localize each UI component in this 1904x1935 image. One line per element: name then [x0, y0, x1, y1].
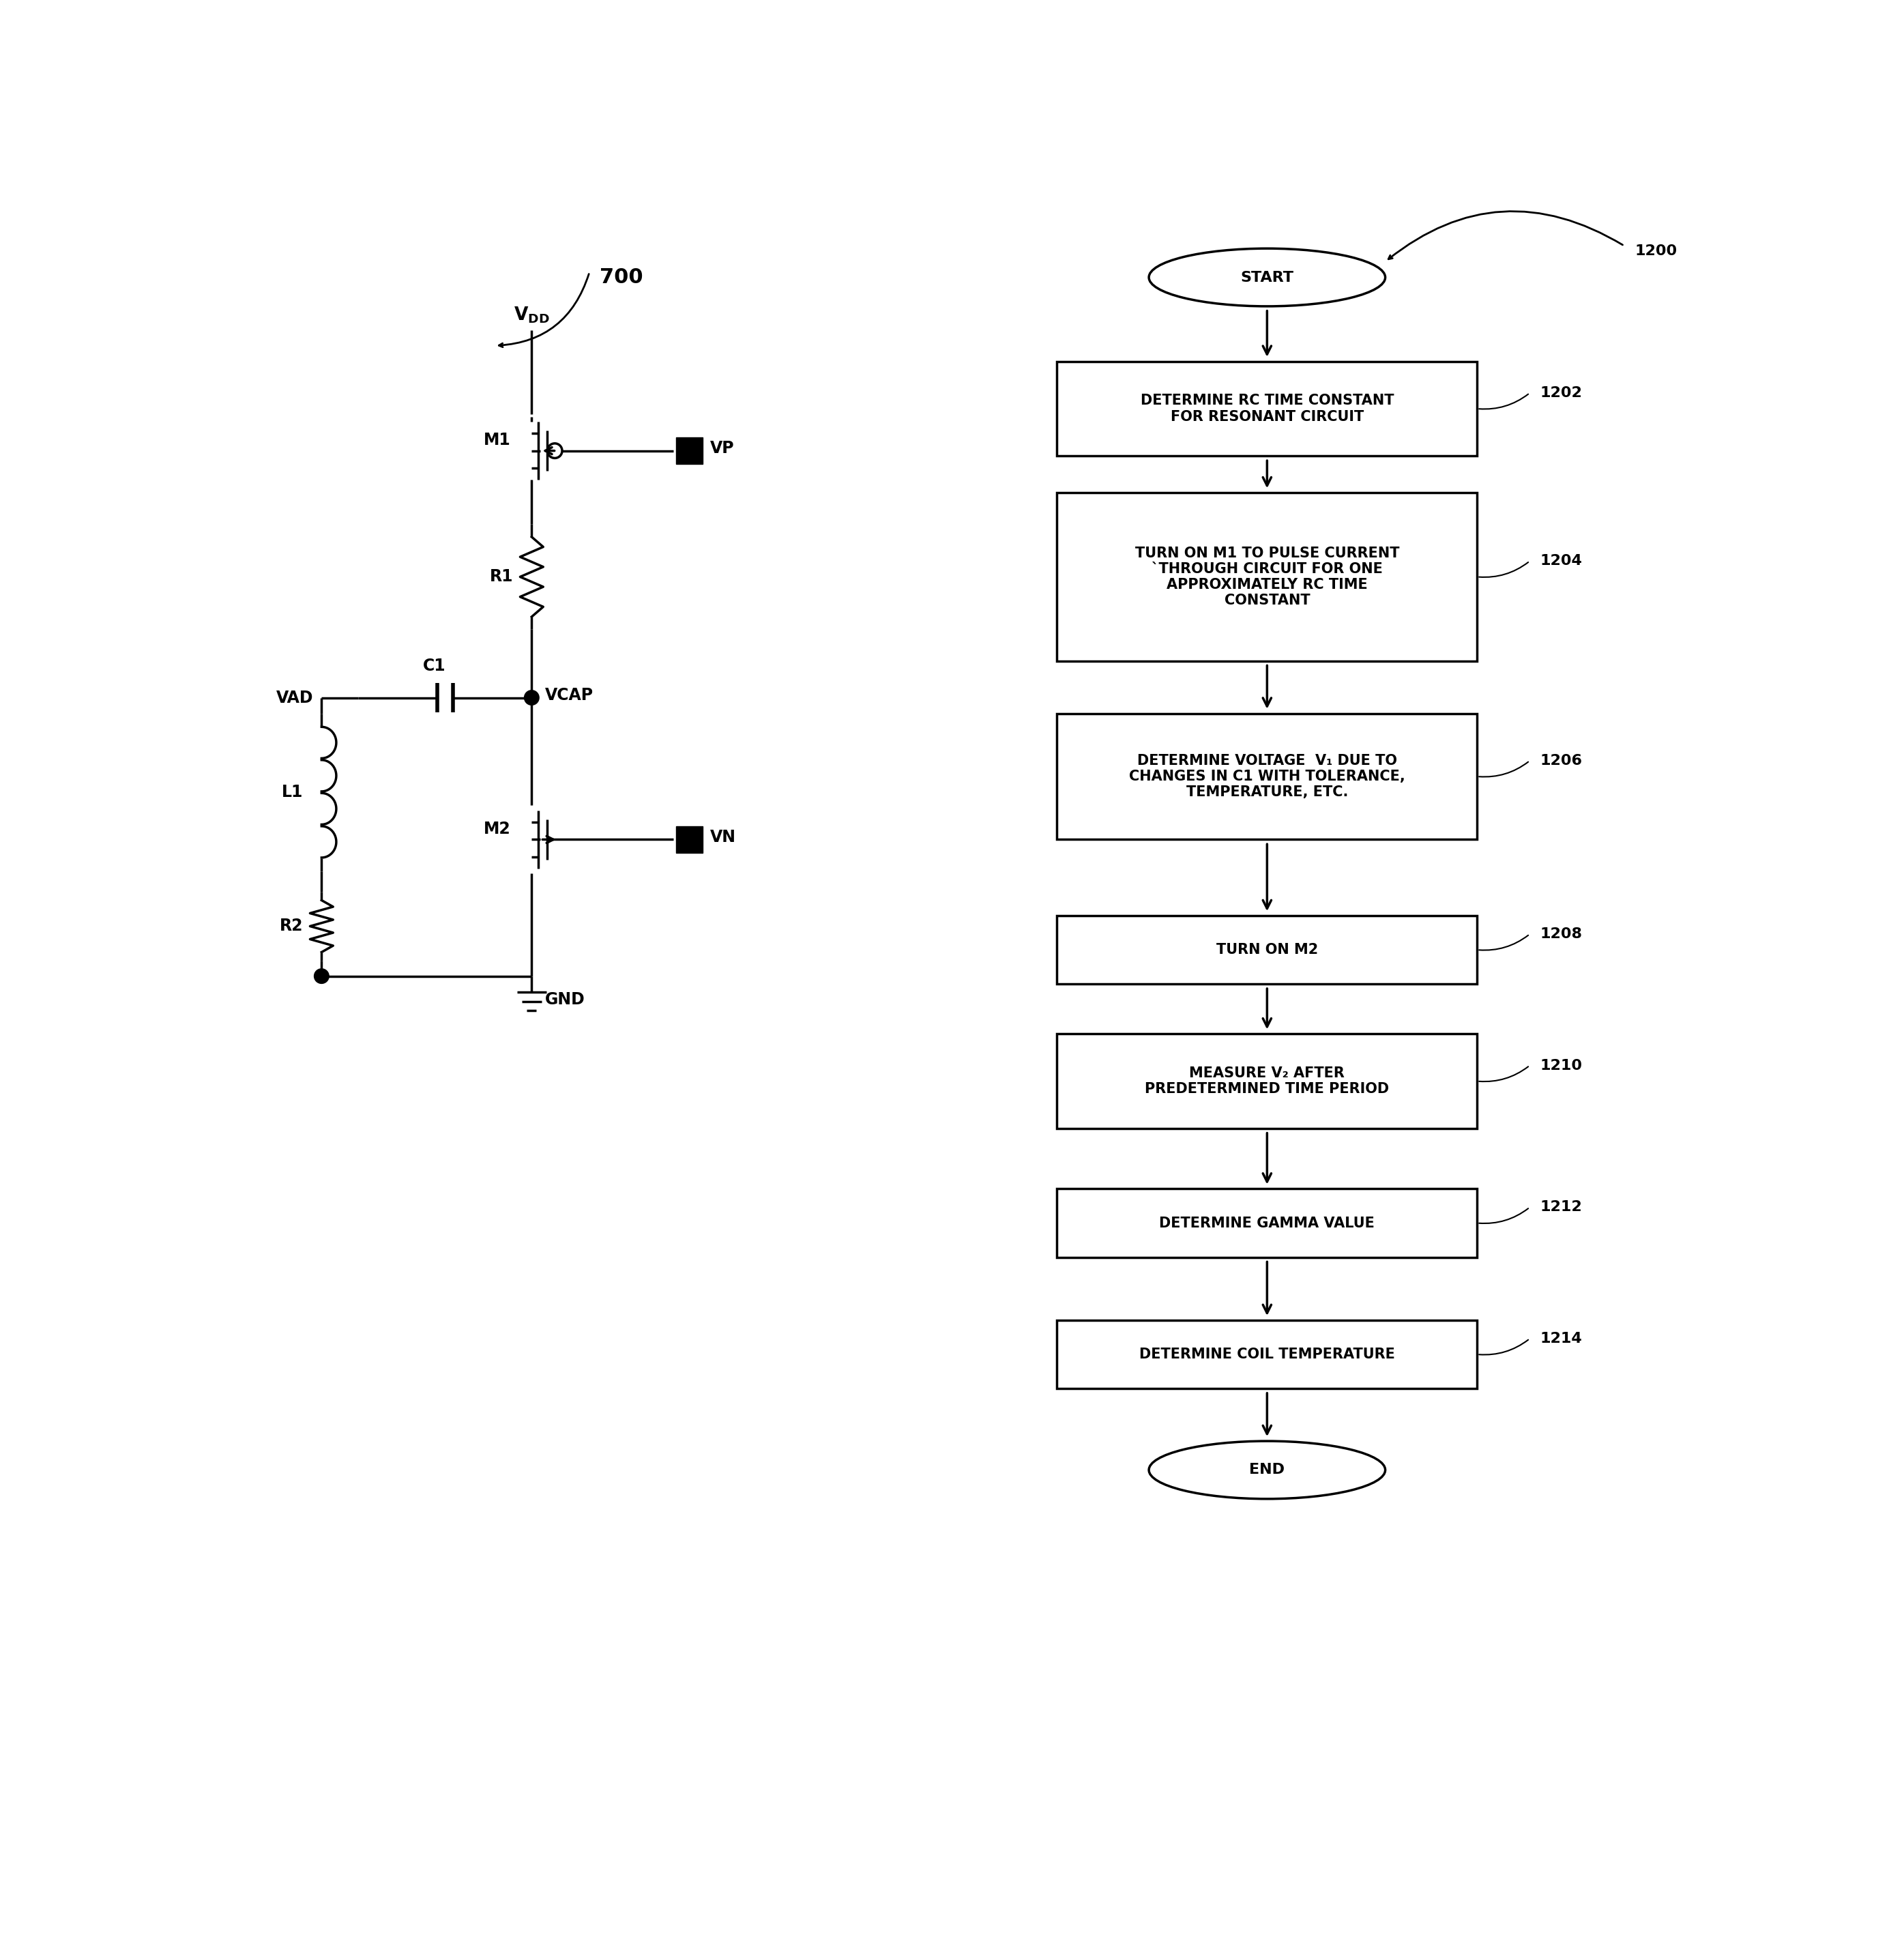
Bar	[1057, 493, 1478, 662]
Bar	[1057, 362, 1478, 457]
Bar	[676, 826, 703, 853]
Bar	[1057, 1033, 1478, 1128]
Text: TURN ON M1 TO PULSE CURRENT
`THROUGH CIRCUIT FOR ONE
APPROXIMATELY RC TIME
CONST: TURN ON M1 TO PULSE CURRENT `THROUGH CIR…	[1135, 546, 1399, 608]
Text: 1212: 1212	[1540, 1200, 1582, 1213]
Text: L1: L1	[282, 784, 303, 801]
Text: VP: VP	[710, 439, 735, 457]
Text: 1210: 1210	[1540, 1058, 1582, 1072]
Text: R2: R2	[280, 917, 303, 935]
Text: $\mathbf{V_{DD}}$: $\mathbf{V_{DD}}$	[514, 306, 550, 325]
Text: 1204: 1204	[1540, 553, 1582, 567]
Text: VAD: VAD	[276, 689, 314, 706]
Bar	[1057, 1320, 1478, 1389]
Text: GND: GND	[545, 991, 585, 1008]
Circle shape	[314, 969, 329, 983]
Text: END: END	[1249, 1463, 1285, 1476]
Text: 1208: 1208	[1540, 927, 1582, 940]
Text: 1202: 1202	[1540, 387, 1582, 401]
Bar	[1057, 1188, 1478, 1258]
Bar	[1057, 915, 1478, 985]
Text: R1: R1	[489, 569, 514, 584]
Circle shape	[524, 691, 539, 704]
Text: TURN ON M2: TURN ON M2	[1217, 942, 1318, 956]
Text: DETERMINE RC TIME CONSTANT
FOR RESONANT CIRCUIT: DETERMINE RC TIME CONSTANT FOR RESONANT …	[1140, 395, 1394, 424]
Text: MEASURE V₂ AFTER
PREDETERMINED TIME PERIOD: MEASURE V₂ AFTER PREDETERMINED TIME PERI…	[1144, 1066, 1390, 1095]
Bar	[676, 437, 703, 464]
Bar	[1057, 714, 1478, 840]
Text: START: START	[1241, 271, 1293, 284]
Text: DETERMINE COIL TEMPERATURE: DETERMINE COIL TEMPERATURE	[1139, 1347, 1396, 1360]
Text: DETERMINE VOLTAGE  V₁ DUE TO
CHANGES IN C1 WITH TOLERANCE,
TEMPERATURE, ETC.: DETERMINE VOLTAGE V₁ DUE TO CHANGES IN C…	[1129, 755, 1405, 799]
Text: 700: 700	[600, 267, 644, 286]
Text: C1: C1	[423, 658, 446, 673]
Text: M2: M2	[484, 820, 510, 838]
Text: 1214: 1214	[1540, 1331, 1582, 1345]
Text: M1: M1	[484, 432, 510, 449]
Text: DETERMINE GAMMA VALUE: DETERMINE GAMMA VALUE	[1160, 1217, 1375, 1231]
Text: 1200: 1200	[1636, 244, 1677, 257]
Text: 1206: 1206	[1540, 755, 1582, 768]
Text: VCAP: VCAP	[545, 687, 594, 702]
Text: VN: VN	[710, 828, 737, 846]
